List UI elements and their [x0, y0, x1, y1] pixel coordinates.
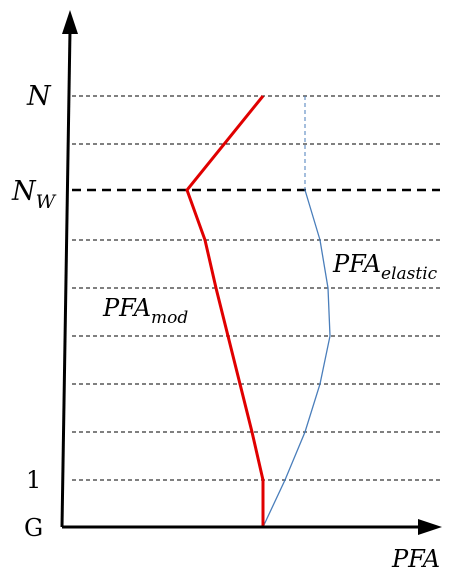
floor-lines [72, 95, 440, 481]
mod-curve [185, 95, 265, 527]
label-n: N [26, 81, 52, 112]
label-pfa-mod: PFAmod [102, 294, 188, 328]
y-axis [60, 10, 78, 528]
x-axis-label: PFA [391, 545, 440, 573]
label-nw: NW [11, 176, 57, 213]
label-pfa-elastic: PFAelastic [332, 250, 438, 284]
elastic-curve [262, 189, 331, 528]
label-g: G [24, 514, 43, 542]
x-axis-arrow-icon [418, 519, 442, 535]
label-1: 1 [26, 466, 41, 494]
y-axis-arrow-icon [62, 10, 78, 34]
x-axis [62, 519, 442, 535]
